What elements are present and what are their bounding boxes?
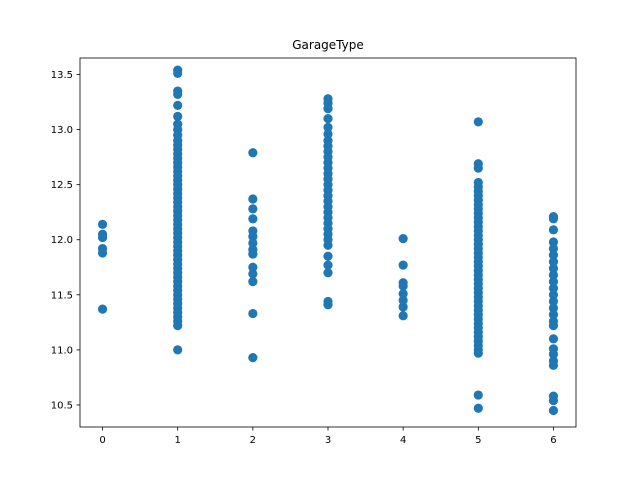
data-point-4-0: [398, 234, 408, 244]
data-point-0-2: [97, 232, 108, 243]
data-point-6-11: [548, 290, 559, 300]
data-point-1-51: [173, 321, 183, 331]
data-point-1-1: [173, 68, 183, 79]
data-point-2-8: [248, 249, 258, 259]
data-point-3-3: [323, 113, 333, 124]
data-point-6-4: [548, 243, 559, 254]
data-point-2-3: [248, 214, 258, 224]
data-point-6-9: [548, 277, 559, 287]
data-point-6-2: [548, 225, 559, 235]
data-point-6-6: [548, 257, 559, 267]
data-point-1-5: [173, 111, 183, 121]
data-point-2-13: [248, 353, 258, 363]
data-point-2-6: [248, 238, 258, 248]
data-point-5-2: [473, 163, 483, 173]
data-point-6-24: [548, 405, 559, 416]
data-point-2-11: [248, 277, 258, 287]
data-points: [97, 65, 559, 416]
data-point-5-44: [473, 403, 483, 413]
data-point-6-14: [548, 310, 559, 320]
data-point-4-1: [398, 260, 408, 270]
y-tick-label-0: 10.5: [51, 400, 73, 411]
data-point-4-7: [398, 311, 408, 321]
y-tick-label-5: 13.0: [51, 125, 73, 136]
data-point-4-4: [398, 289, 408, 299]
data-point-3-30: [323, 300, 333, 310]
x-axis: 0 1 2 3 4 5 6: [99, 427, 557, 446]
data-point-3-4: [323, 122, 333, 132]
data-point-6-10: [548, 283, 559, 293]
data-point-1-52: [173, 345, 183, 355]
data-point-6-3: [548, 237, 559, 247]
data-point-2-9: [248, 262, 258, 272]
data-point-5-0: [473, 117, 483, 127]
data-point-2-12: [248, 308, 258, 319]
data-point-3-25: [323, 240, 333, 250]
data-point-3-28: [323, 268, 333, 278]
data-point-3-5: [323, 129, 333, 139]
x-tick-label-0: 0: [99, 435, 105, 446]
data-point-6-8: [548, 270, 559, 280]
data-point-6-1: [548, 214, 559, 224]
y-axis: 10.5 11.0 11.5 12.0 12.5 13.0 13.5: [51, 70, 80, 411]
x-tick-label-2: 2: [250, 435, 256, 446]
data-point-2-10: [248, 269, 258, 279]
data-point-6-13: [548, 303, 559, 313]
data-point-1-3: [173, 89, 183, 99]
data-point-6-17: [548, 334, 559, 344]
data-point-0-0: [97, 219, 108, 229]
y-tick-label-3: 12.0: [51, 235, 73, 246]
data-point-4-3: [398, 281, 408, 291]
data-point-6-21: [548, 360, 559, 370]
data-point-6-7: [548, 263, 559, 273]
x-tick-label-5: 5: [475, 435, 481, 446]
data-point-4-6: [398, 302, 408, 312]
chart-title: GarageType: [292, 38, 364, 52]
data-point-3-2: [323, 104, 333, 114]
data-point-2-0: [248, 148, 258, 158]
y-tick-label-2: 11.5: [51, 290, 73, 301]
x-tick-label-3: 3: [325, 435, 331, 446]
y-tick-label-6: 13.5: [51, 70, 73, 81]
data-point-6-23: [548, 395, 559, 406]
data-point-2-5: [248, 231, 258, 242]
data-point-2-1: [248, 194, 258, 204]
data-point-6-16: [548, 321, 559, 331]
data-point-5-42: [473, 348, 483, 358]
data-point-5-43: [473, 390, 483, 400]
y-tick-label-1: 11.0: [51, 345, 73, 356]
data-point-0-4: [97, 248, 108, 258]
y-tick-label-4: 12.5: [51, 180, 73, 191]
data-point-6-5: [548, 250, 559, 260]
x-tick-label-1: 1: [175, 435, 181, 446]
data-point-6-19: [548, 349, 559, 359]
data-point-3-26: [323, 251, 333, 261]
data-point-3-27: [323, 260, 333, 270]
data-point-4-5: [398, 295, 408, 305]
x-tick-label-4: 4: [400, 435, 406, 446]
data-point-1-4: [173, 100, 183, 110]
data-point-0-5: [97, 304, 108, 314]
data-point-2-2: [248, 204, 258, 214]
x-tick-label-6: 6: [550, 435, 556, 446]
data-point-6-12: [548, 296, 559, 307]
